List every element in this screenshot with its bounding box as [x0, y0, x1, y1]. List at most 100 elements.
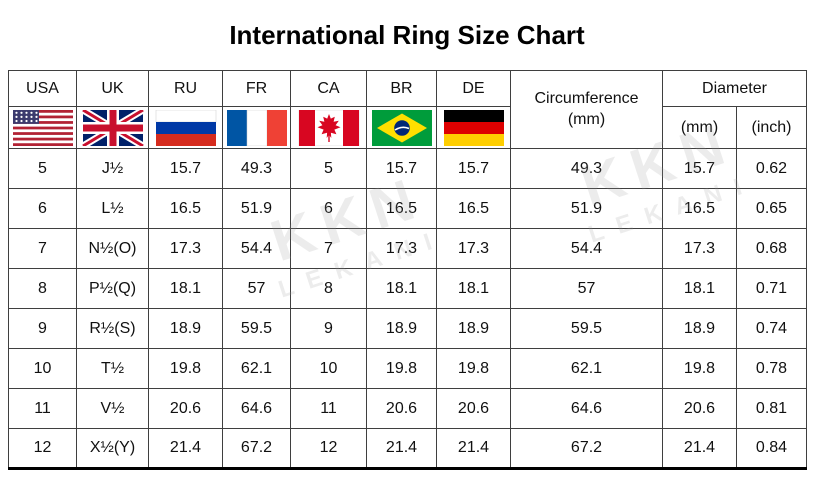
cell-fr: 51.9 — [222, 188, 291, 229]
russia-flag-icon — [154, 109, 218, 146]
cell-de: 21.4 — [436, 428, 511, 469]
cell-ru: 16.5 — [148, 188, 223, 229]
cell-diameter-inch: 0.68 — [736, 228, 807, 269]
cell-ca: 11 — [290, 388, 367, 429]
cell-br: 15.7 — [366, 148, 437, 189]
cell-diameter-mm: 21.4 — [662, 428, 737, 469]
cell-fr: 57 — [222, 268, 291, 309]
header-row-labels: USA UK RU FR CA BR DE Circumference (mm)… — [8, 70, 807, 149]
col-header-ca: CA — [290, 70, 367, 107]
brazil-flag-icon — [370, 109, 434, 146]
cell-diameter-inch: 0.78 — [736, 348, 807, 389]
cell-br: 20.6 — [366, 388, 437, 429]
cell-usa: 9 — [8, 308, 77, 349]
cell-fr: 59.5 — [222, 308, 291, 349]
cell-circumference-mm: 59.5 — [510, 308, 663, 349]
cell-ru: 21.4 — [148, 428, 223, 469]
cell-uk: N½(O) — [76, 228, 149, 269]
circumference-label: Circumference — [534, 89, 639, 107]
cell-diameter-mm: 15.7 — [662, 148, 737, 189]
cell-diameter-inch: 0.71 — [736, 268, 807, 309]
cell-diameter-inch: 0.84 — [736, 428, 807, 469]
cell-fr: 54.4 — [222, 228, 291, 269]
cell-diameter-mm: 18.1 — [662, 268, 737, 309]
cell-br: 18.9 — [366, 308, 437, 349]
col-header-diameter-mm: (mm) — [662, 106, 737, 149]
cell-br: 16.5 — [366, 188, 437, 229]
cell-diameter-inch: 0.65 — [736, 188, 807, 229]
table-row: 7 N½(O) 17.3 54.4 7 17.3 17.3 54.4 17.3 0.68 — [8, 228, 807, 269]
cell-diameter-mm: 18.9 — [662, 308, 737, 349]
cell-de: 15.7 — [436, 148, 511, 189]
cell-br: 18.1 — [366, 268, 437, 309]
cell-ca: 5 — [290, 148, 367, 189]
ring-size-chart-page: International Ring Size Chart KKN LEKANI… — [8, 20, 807, 470]
cell-circumference-mm: 64.6 — [510, 388, 663, 429]
cell-ca: 10 — [290, 348, 367, 389]
cell-br: 19.8 — [366, 348, 437, 389]
cell-usa: 10 — [8, 348, 77, 389]
circumference-unit: (mm) — [567, 110, 606, 128]
cell-uk: R½(S) — [76, 308, 149, 349]
cell-ca: 7 — [290, 228, 367, 269]
cell-fr: 49.3 — [222, 148, 291, 189]
table-row: 10 T½ 19.8 62.1 10 19.8 19.8 62.1 19.8 0.78 — [8, 348, 807, 389]
cell-ca: 8 — [290, 268, 367, 309]
cell-usa: 12 — [8, 428, 77, 469]
cell-br: 21.4 — [366, 428, 437, 469]
flag-cell-ca — [290, 106, 367, 149]
cell-usa: 5 — [8, 148, 77, 189]
cell-ru: 19.8 — [148, 348, 223, 389]
col-header-diameter: Diameter — [662, 70, 807, 107]
cell-uk: X½(Y) — [76, 428, 149, 469]
cell-fr: 64.6 — [222, 388, 291, 429]
cell-circumference-mm: 62.1 — [510, 348, 663, 389]
cell-uk: L½ — [76, 188, 149, 229]
table-row: 11 V½ 20.6 64.6 11 20.6 20.6 64.6 20.6 0.81 — [8, 388, 807, 429]
col-header-usa: USA — [8, 70, 77, 107]
col-header-fr: FR — [222, 70, 291, 107]
germany-flag-icon — [442, 109, 506, 146]
cell-de: 16.5 — [436, 188, 511, 229]
cell-usa: 8 — [8, 268, 77, 309]
flag-cell-br — [366, 106, 437, 149]
usa-flag-icon — [11, 109, 75, 146]
table-row: 5 J½ 15.7 49.3 5 15.7 15.7 49.3 15.7 0.62 — [8, 148, 807, 189]
cell-de: 17.3 — [436, 228, 511, 269]
ring-size-table-body: 5 J½ 15.7 49.3 5 15.7 15.7 49.3 15.7 0.62 6 L½ 16.5 5… — [8, 148, 807, 469]
cell-ru: 18.1 — [148, 268, 223, 309]
cell-de: 19.8 — [436, 348, 511, 389]
cell-usa: 7 — [8, 228, 77, 269]
flag-cell-usa — [8, 106, 77, 149]
header-row-flags: (mm) (inch) — [8, 106, 807, 149]
cell-de: 20.6 — [436, 388, 511, 429]
cell-usa: 11 — [8, 388, 77, 429]
col-header-circumference: Circumference (mm) — [510, 70, 663, 149]
cell-diameter-inch: 0.81 — [736, 388, 807, 429]
cell-circumference-mm: 57 — [510, 268, 663, 309]
uk-flag-icon — [80, 109, 145, 146]
table-row: 8 P½(Q) 18.1 57 8 18.1 18.1 57 18.1 0.71 — [8, 268, 807, 309]
cell-diameter-mm: 20.6 — [662, 388, 737, 429]
cell-de: 18.9 — [436, 308, 511, 349]
col-header-diameter-inch: (inch) — [736, 106, 807, 149]
cell-diameter-mm: 19.8 — [662, 348, 737, 389]
cell-ru: 18.9 — [148, 308, 223, 349]
cell-usa: 6 — [8, 188, 77, 229]
cell-fr: 62.1 — [222, 348, 291, 389]
cell-uk: J½ — [76, 148, 149, 189]
cell-circumference-mm: 49.3 — [510, 148, 663, 189]
flag-cell-uk — [76, 106, 149, 149]
cell-ca: 9 — [290, 308, 367, 349]
table-row: 12 X½(Y) 21.4 67.2 12 21.4 21.4 67.2 21.4 0.84 — [8, 428, 807, 469]
table-row: 6 L½ 16.5 51.9 6 16.5 16.5 51.9 16.5 0.65 — [8, 188, 807, 229]
col-header-de: DE — [436, 70, 511, 107]
cell-diameter-inch: 0.74 — [736, 308, 807, 349]
cell-ru: 20.6 — [148, 388, 223, 429]
table-row: 9 R½(S) 18.9 59.5 9 18.9 18.9 59.5 18.9 0.74 — [8, 308, 807, 349]
col-header-uk: UK — [76, 70, 149, 107]
cell-uk: V½ — [76, 388, 149, 429]
cell-ca: 12 — [290, 428, 367, 469]
cell-diameter-mm: 17.3 — [662, 228, 737, 269]
cell-circumference-mm: 67.2 — [510, 428, 663, 469]
